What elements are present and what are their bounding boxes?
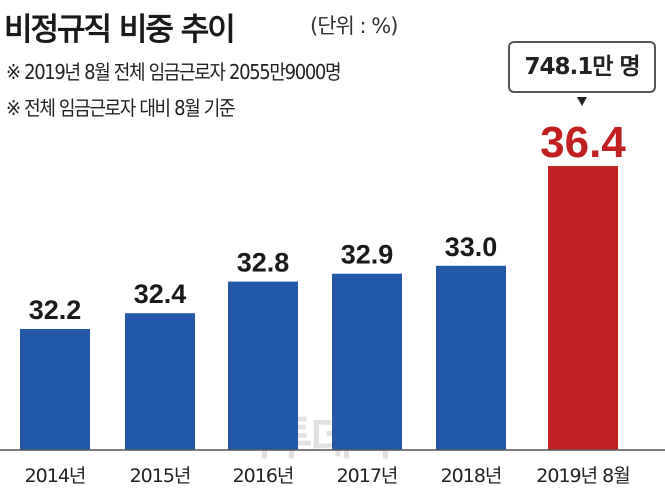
category-label: 2017년	[337, 465, 398, 487]
bar	[436, 265, 506, 450]
data-label: 36.4	[540, 118, 626, 167]
data-label: 32.9	[341, 240, 394, 270]
bar	[228, 281, 298, 450]
category-label: 2015년	[130, 465, 191, 487]
chart-title: 비정규직 비중 추이	[4, 12, 236, 48]
bar	[548, 166, 618, 451]
bar	[125, 313, 195, 450]
category-label: 2019년 8월	[536, 465, 629, 487]
callout-arrow-icon	[577, 97, 587, 106]
data-label: 33.0	[445, 232, 498, 262]
bar	[20, 329, 90, 450]
callout-box: 748.1만 명	[508, 41, 656, 93]
bar	[332, 273, 402, 450]
category-label: 2018년	[441, 465, 502, 487]
category-label: 2014년	[25, 465, 86, 487]
unit-label: (단위 : %)	[310, 14, 398, 38]
data-label: 32.2	[29, 295, 82, 325]
note-1: ※ 2019년 8월 전체 임금근로자 2055만9000명	[6, 60, 342, 84]
data-label: 32.8	[237, 248, 290, 278]
data-label: 32.4	[134, 279, 187, 309]
category-label: 2016년	[233, 465, 294, 487]
note-2: ※ 전체 임금근로자 대비 8월 기준	[6, 96, 236, 120]
